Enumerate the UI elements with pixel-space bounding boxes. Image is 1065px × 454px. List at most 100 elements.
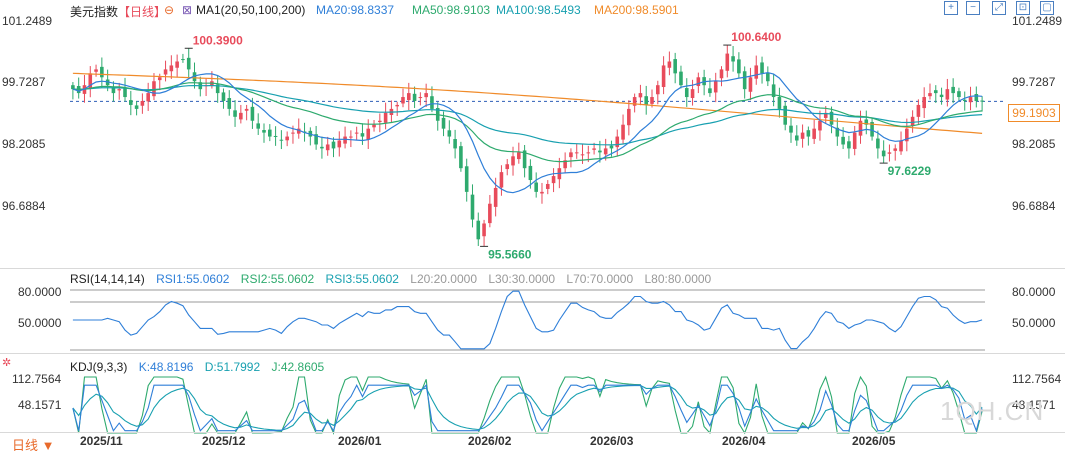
candle-body [818,120,822,131]
candle-body [464,166,469,192]
kdj-tick-right: 48.1571 [1012,398,1056,412]
x-tick: 2026/03 [590,434,634,448]
candle-body [424,93,428,98]
rsi-tick-left: 50.0000 [18,316,62,330]
rsi-header: RSI(14,14,14) RSI1:55.0602 RSI2:55.0602 … [70,272,719,286]
candle-body [215,84,220,94]
candle-body [650,97,654,104]
expand-icon[interactable]: ⤢ [992,1,1006,15]
candle-body [627,108,631,126]
y-tick-left: 98.2085 [2,137,46,151]
candle-body [250,106,255,121]
candle-body [378,120,382,123]
candle-body [401,97,405,104]
rsi-tick-right: 50.0000 [1012,316,1056,330]
candle-body [667,61,672,68]
candlestick-chart[interactable]: 100.3900 95.5660 100.6400 97.6229 [0,0,1065,268]
x-tick: 2025/12 [202,434,246,448]
ma-label[interactable]: MA1(20,50,100,200) [196,3,306,17]
candle-body [771,84,776,98]
kdj-chart[interactable] [0,355,1065,435]
candle-body [134,105,139,109]
kdj-pin-icon[interactable]: ✲ [2,357,12,369]
candle-body [320,146,324,149]
candle-body [789,125,793,133]
watermark: 1QH.CN [940,396,1045,426]
kdj-tick-right: 112.7564 [1012,372,1062,386]
candle-body [94,69,98,72]
candle-body [285,136,289,141]
rsi-chart[interactable] [0,270,1065,352]
kdj-d-line [72,384,983,431]
ma50-value: MA50:98.9103 [412,3,491,17]
zoom-out-icon[interactable]: − [966,1,980,15]
candle-body [493,187,498,207]
restore-icon[interactable]: ⊡ [1016,1,1030,15]
rsi1-value: RSI1:55.0602 [156,272,230,286]
candle-body [360,133,365,137]
settings-icon[interactable]: ⊖ [164,3,175,17]
dropdown-caret-icon[interactable]: ▼ [41,438,55,453]
ma200-value: MA200:98.5901 [594,3,679,17]
candle-body [181,59,185,61]
zoom-in-icon[interactable]: + [944,1,958,15]
candle-body [505,164,510,170]
candle-body [876,138,880,149]
candle-body [453,139,457,149]
ma100-value: MA100:98.5493 [496,3,581,17]
candle-body [794,135,799,141]
candle-body [430,96,434,109]
candle-body [586,152,591,154]
candle-body [748,77,753,92]
kdj-k-line [72,383,983,433]
ma50-line [72,82,983,163]
candle-body [922,97,926,109]
low-price-label: 95.5660 [488,247,532,261]
candle-body [962,99,967,101]
candle-body [476,220,481,240]
candle-body [227,98,232,109]
candle-body [163,69,168,75]
candle-body [592,148,596,150]
candle-body [603,148,608,155]
candle-body [841,136,845,145]
candle-body [806,130,811,137]
x-tick: 2026/02 [468,434,512,448]
x-tick: 2026/04 [722,434,766,448]
candle-body [192,72,197,82]
candle-body [928,93,932,97]
candle-body [609,145,614,149]
period-label[interactable]: 日线 [12,438,39,453]
candle-body [534,182,538,192]
candle-body [656,85,660,95]
candle-body [829,111,834,125]
candle-body [870,122,874,137]
candle-body [766,72,770,82]
fullscreen-icon[interactable]: ▢ [1040,1,1054,15]
y-tick-right: 98.2085 [1012,137,1056,151]
symbol-name: 美元指数 [70,5,119,19]
candle-body [598,150,602,153]
candle-body [760,62,764,74]
l30-value: L30:30.0000 [488,272,556,286]
candle-body [951,86,955,94]
candle-body [71,85,75,90]
candle-body [737,59,741,74]
kdj-tick-left: 112.7564 [12,372,62,386]
l70-value: L70:70.0000 [566,272,634,286]
candle-body [528,165,533,181]
candle-body [482,223,486,237]
candle-body [910,116,915,126]
candle-body [696,77,701,87]
indicator-chart-icon[interactable]: ⊠ [182,3,193,17]
period-tag[interactable]: 【日线】 [118,5,167,19]
candle-body [117,89,122,91]
candle-body [395,104,399,107]
period-selector[interactable]: 日线 ▼ [12,435,55,454]
candle-body [146,93,150,102]
candle-body [267,129,272,137]
candle-body [800,132,805,139]
y-tick-left: 96.6884 [2,199,46,213]
candle-body [517,152,521,160]
high-price-label: 100.3900 [193,33,243,47]
